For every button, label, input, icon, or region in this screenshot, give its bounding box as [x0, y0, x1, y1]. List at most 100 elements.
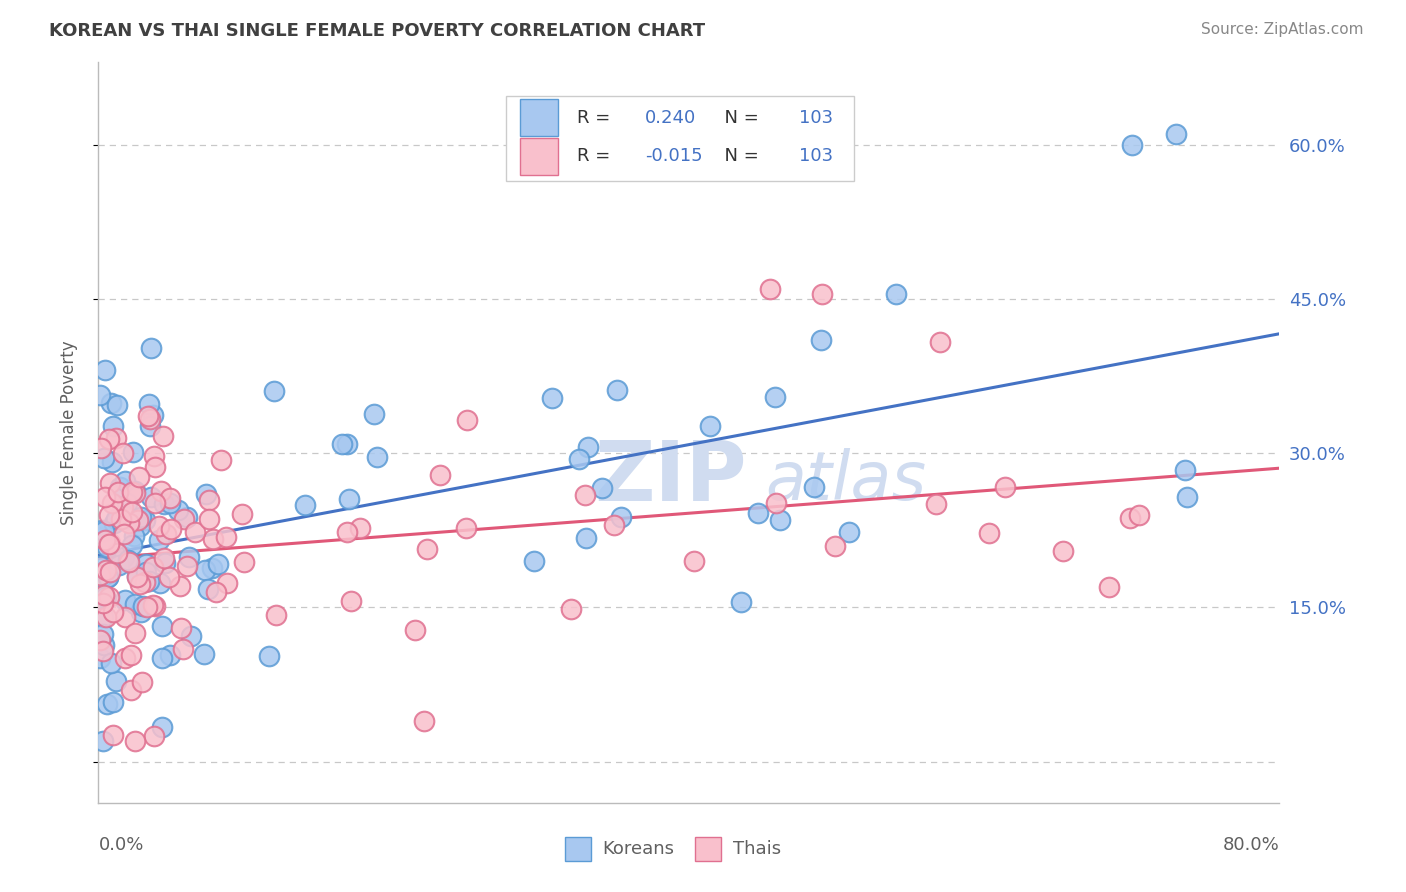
Point [197, 582, 219, 596]
Point [128, 470, 150, 484]
Point [94, 591, 117, 605]
Point [93, 638, 115, 652]
Text: N =: N = [713, 147, 763, 165]
Point [91, 626, 114, 640]
Point [117, 553, 139, 567]
Point [994, 480, 1017, 494]
Point [132, 599, 155, 614]
Point [148, 519, 170, 533]
Text: R =: R = [576, 147, 616, 165]
Point [1119, 511, 1142, 525]
Point [97, 569, 120, 583]
Point [209, 452, 232, 467]
Point [91, 596, 114, 610]
Point [152, 429, 174, 443]
Point [183, 525, 205, 540]
Point [759, 282, 782, 296]
Point [207, 557, 229, 571]
Point [89, 568, 111, 582]
Point [98, 508, 121, 522]
Point [198, 493, 221, 508]
Point [94, 533, 117, 547]
Point [91, 734, 114, 748]
Point [610, 509, 633, 524]
Point [121, 445, 143, 459]
Point [91, 570, 114, 584]
Point [139, 419, 162, 434]
Text: N =: N = [713, 109, 763, 127]
Point [136, 599, 159, 614]
Point [172, 642, 194, 657]
Point [180, 630, 202, 644]
Point [91, 610, 114, 624]
Point [1174, 463, 1197, 477]
Point [765, 496, 787, 510]
Point [884, 286, 907, 301]
Bar [695, 837, 721, 861]
Point [105, 512, 128, 526]
Point [97, 432, 120, 446]
Point [194, 487, 217, 501]
Point [114, 508, 136, 523]
Text: Thais: Thais [733, 839, 780, 858]
Point [150, 651, 173, 665]
Point [143, 496, 166, 510]
Point [103, 516, 125, 530]
Point [124, 484, 146, 499]
Point [169, 621, 191, 635]
Point [683, 554, 706, 568]
Point [176, 509, 198, 524]
Point [98, 475, 121, 490]
Point [89, 633, 111, 648]
Point [160, 522, 183, 536]
Point [121, 485, 143, 500]
Point [149, 483, 172, 498]
Point [332, 437, 354, 451]
Bar [520, 99, 558, 136]
Point [124, 485, 146, 500]
Point [118, 516, 141, 531]
Point [108, 558, 131, 573]
Point [157, 569, 180, 583]
Point [177, 549, 200, 564]
Point [925, 497, 948, 511]
Point [217, 575, 239, 590]
Point [193, 648, 215, 662]
Point [141, 490, 163, 504]
Point [101, 605, 124, 619]
Point [94, 363, 117, 377]
Point [404, 623, 426, 637]
Point [153, 550, 176, 565]
Point [340, 594, 363, 608]
Point [591, 481, 613, 495]
Point [112, 549, 135, 564]
Point [96, 540, 118, 554]
Point [138, 409, 160, 423]
Point [143, 729, 166, 743]
Point [838, 525, 860, 540]
Text: 103: 103 [799, 147, 832, 165]
Point [124, 597, 146, 611]
Point [124, 626, 146, 640]
Point [129, 577, 152, 591]
Point [200, 560, 222, 574]
Point [699, 418, 721, 433]
Point [121, 506, 143, 520]
Point [263, 384, 285, 398]
Point [366, 450, 388, 465]
Point [135, 557, 157, 571]
Point [143, 460, 166, 475]
Y-axis label: Single Female Poverty: Single Female Poverty [59, 341, 77, 524]
Point [149, 576, 172, 591]
Point [139, 341, 162, 355]
Point [98, 591, 121, 605]
Point [231, 508, 253, 522]
Text: Koreans: Koreans [603, 839, 675, 858]
Point [104, 431, 127, 445]
Point [201, 532, 224, 546]
Point [96, 698, 118, 712]
Point [541, 391, 564, 405]
Text: 0.0%: 0.0% [98, 836, 143, 855]
Point [89, 651, 111, 665]
Point [100, 396, 122, 410]
